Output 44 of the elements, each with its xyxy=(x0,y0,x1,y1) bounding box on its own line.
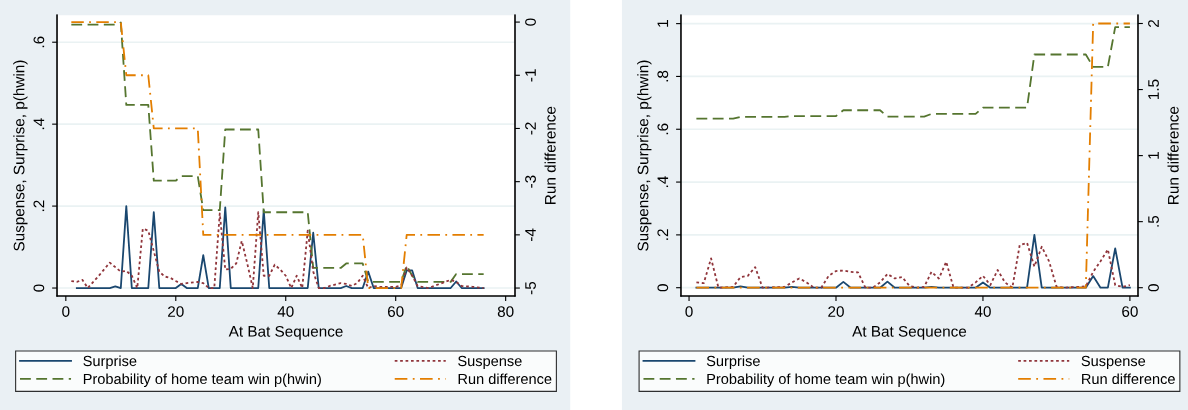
y2-tick-label: -1 xyxy=(525,69,536,82)
y-tick-label: .8 xyxy=(657,70,669,82)
y2-tick-label: -4 xyxy=(525,228,536,241)
legend-label: Run difference xyxy=(458,373,552,385)
y2-tick-label: 0 xyxy=(525,18,536,26)
legend-label: Suspense xyxy=(458,355,522,370)
x-tick-label: 20 xyxy=(828,306,844,317)
y2-tick-label: .5 xyxy=(1148,215,1159,227)
x-tick-label: 60 xyxy=(1122,306,1138,317)
legend-label: Probability of home team win p(hwin) xyxy=(707,373,945,387)
y2-axis-title: Run difference xyxy=(544,106,556,204)
legend-label: Surprise xyxy=(83,355,137,370)
x-tick-label: 60 xyxy=(387,306,404,317)
y2-tick-label: 2 xyxy=(1148,20,1159,27)
x-tick-label: 0 xyxy=(685,306,693,317)
y-axis-title: Suspense, Surprise, p(hwin) xyxy=(637,60,652,251)
y-tick-label: 0 xyxy=(33,284,45,292)
x-tick-label: 0 xyxy=(62,306,70,317)
y2-tick-label: -3 xyxy=(525,175,536,188)
y2-tick-label: -2 xyxy=(525,122,536,135)
x-tick-label: 40 xyxy=(974,306,991,317)
y2-tick-label: 1 xyxy=(1148,152,1159,159)
y2-tick-label: 1.5 xyxy=(1148,79,1159,99)
legend-label: Surprise xyxy=(706,355,760,370)
y-tick-label: .6 xyxy=(657,123,669,135)
y-tick-label: .6 xyxy=(33,36,45,48)
legend-label: Probability of home team win p(hwin) xyxy=(83,373,321,387)
legend-label: Run difference xyxy=(1082,373,1175,385)
y-axis-title: Suspense, Surprise, p(hwin) xyxy=(13,60,28,251)
y2-tick-label: -5 xyxy=(525,281,536,295)
y-tick-label: 0 xyxy=(657,284,669,292)
y-tick-label: .2 xyxy=(657,229,669,240)
legend-label: Suspense xyxy=(1081,355,1146,370)
y-tick-label: .2 xyxy=(33,200,45,212)
x-axis-title: At Bat Sequence xyxy=(852,325,967,340)
y-tick-label: .4 xyxy=(657,176,669,188)
y2-tick-label: 0 xyxy=(1148,284,1159,292)
y2-axis-title: Run difference xyxy=(1167,106,1179,204)
x-tick-label: 40 xyxy=(277,306,294,317)
x-tick-label: 20 xyxy=(168,306,184,317)
y-tick-label: .4 xyxy=(33,118,45,130)
x-axis-title: At Bat Sequence xyxy=(228,325,343,340)
x-tick-label: 80 xyxy=(497,306,514,317)
y-tick-label: 1 xyxy=(657,20,669,27)
